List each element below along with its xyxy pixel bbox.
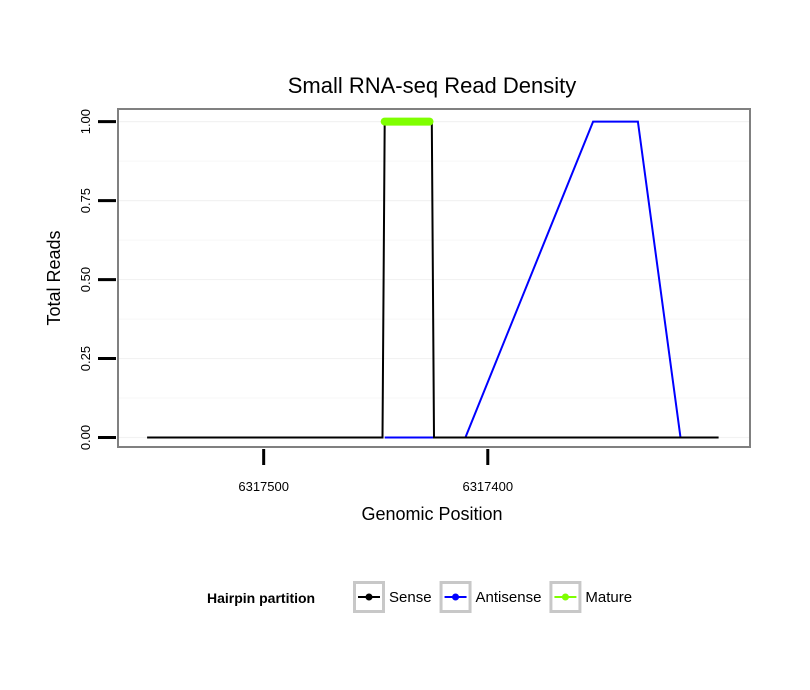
y-tick-label: 0.00	[78, 425, 93, 450]
legend-items: Sense Antisense Mature	[353, 581, 632, 613]
y-tick-label: 0.75	[78, 188, 93, 213]
y-tick-label: 0.25	[78, 346, 93, 371]
x-axis: 6317500 6317400	[238, 449, 513, 494]
legend-label: Antisense	[476, 589, 542, 606]
y-tick-label: 0.50	[78, 267, 93, 292]
chart-title: Small RNA-seq Read Density	[288, 73, 577, 98]
x-axis-title: Genomic Position	[361, 504, 502, 524]
legend-item-mature: Mature	[549, 581, 632, 613]
y-tick-label: 1.00	[78, 109, 93, 134]
y-axis-title: Total Reads	[44, 230, 64, 325]
legend-label: Mature	[585, 589, 632, 606]
legend-title: Hairpin partition	[207, 590, 315, 606]
x-tick-label: 6317500	[238, 479, 289, 494]
legend-label: Sense	[389, 589, 432, 606]
x-tick-label: 6317400	[462, 479, 513, 494]
legend: Hairpin partition Sense Antisense Mature	[207, 581, 632, 613]
series-line-antisense	[384, 120, 682, 439]
legend-item-antisense: Antisense	[439, 581, 542, 613]
y-axis: 0.00 0.25 0.50 0.75 1.00	[78, 109, 116, 450]
legend-item-sense: Sense	[353, 581, 432, 613]
legend-key-point	[365, 593, 373, 601]
legend-key-point	[561, 593, 569, 601]
series-lines	[147, 117, 719, 439]
legend-key-point	[452, 593, 460, 601]
